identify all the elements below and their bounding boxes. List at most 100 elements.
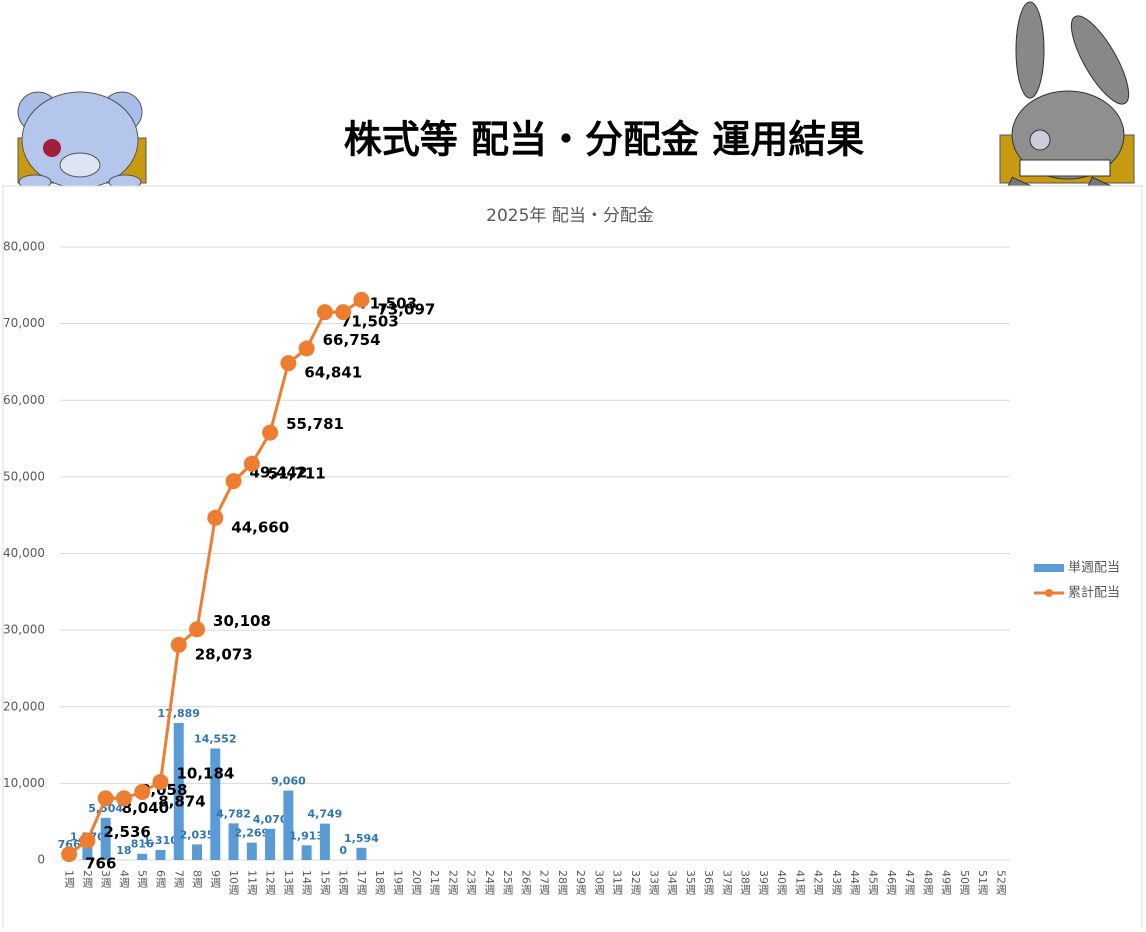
chart-title: 2025年 配当・分配金 bbox=[486, 206, 654, 226]
y-tick-label: 60,000 bbox=[3, 393, 45, 407]
x-tick-label: 38週 bbox=[739, 870, 752, 895]
legend-label: 累計配当 bbox=[1068, 585, 1120, 601]
bar bbox=[283, 791, 293, 860]
x-tick-label: 6週 bbox=[154, 870, 167, 888]
x-tick-label: 25週 bbox=[501, 870, 514, 895]
y-tick-label: 40,000 bbox=[3, 546, 45, 560]
x-tick-label: 31週 bbox=[611, 870, 624, 895]
bar-value-label: 1,913 bbox=[289, 829, 324, 842]
x-tick-label: 44週 bbox=[848, 870, 861, 895]
line-marker bbox=[207, 510, 223, 526]
x-tick-label: 45週 bbox=[866, 870, 879, 895]
rabbit-mascot bbox=[998, 2, 1139, 216]
bar-value-label: 14,552 bbox=[194, 732, 236, 745]
x-tick-label: 21週 bbox=[428, 870, 441, 895]
x-tick-label: 33週 bbox=[647, 870, 660, 895]
bar-value-label: 4,070 bbox=[253, 813, 288, 826]
x-tick-label: 50週 bbox=[958, 870, 971, 895]
line-value-label: 66,754 bbox=[323, 331, 381, 349]
x-tick-label: 27週 bbox=[538, 870, 551, 895]
line-value-label: 8,874 bbox=[158, 793, 205, 811]
x-tick-label: 18週 bbox=[373, 870, 386, 895]
line-value-label: 51,711 bbox=[268, 464, 326, 482]
x-tick-label: 34週 bbox=[666, 870, 679, 895]
line-marker bbox=[280, 355, 296, 371]
line-value-label: 64,841 bbox=[304, 364, 362, 382]
x-tick-label: 37週 bbox=[720, 870, 733, 895]
bar bbox=[137, 854, 147, 860]
line-value-label: 766 bbox=[85, 855, 116, 873]
line-marker bbox=[152, 774, 168, 790]
bar-value-label: 1,594 bbox=[344, 832, 379, 845]
bar-value-label: 4,749 bbox=[308, 808, 343, 821]
legend-swatch bbox=[1034, 564, 1064, 572]
line-marker bbox=[116, 790, 132, 806]
x-tick-label: 52週 bbox=[994, 870, 1007, 895]
x-tick-label: 42週 bbox=[812, 870, 825, 895]
line-marker bbox=[335, 304, 351, 320]
x-tick-label: 47週 bbox=[903, 870, 916, 895]
line-marker bbox=[299, 340, 315, 356]
x-tick-label: 41週 bbox=[793, 870, 806, 895]
line-marker bbox=[226, 473, 242, 489]
bar-value-label: 0 bbox=[339, 844, 347, 857]
x-tick-label: 39週 bbox=[757, 870, 770, 895]
bar bbox=[302, 845, 312, 860]
line-marker bbox=[189, 621, 205, 637]
y-tick-label: 50,000 bbox=[3, 469, 45, 483]
x-tick-label: 49週 bbox=[940, 870, 953, 895]
x-tick-label: 13週 bbox=[282, 870, 295, 895]
line-marker bbox=[244, 456, 260, 472]
line-value-label: 44,660 bbox=[231, 518, 289, 536]
line-value-label: 73,097 bbox=[377, 300, 435, 318]
x-tick-label: 15週 bbox=[318, 870, 331, 895]
x-tick-label: 35週 bbox=[684, 870, 697, 895]
x-tick-label: 19週 bbox=[391, 870, 404, 895]
x-tick-label: 43週 bbox=[830, 870, 843, 895]
page-title: 株式等 配当・分配金 運用結果 bbox=[344, 118, 864, 162]
x-tick-label: 3週 bbox=[99, 870, 112, 888]
x-tick-label: 5週 bbox=[136, 870, 149, 888]
x-tick-label: 32週 bbox=[629, 870, 642, 895]
x-tick-label: 10週 bbox=[227, 870, 240, 895]
x-tick-label: 51週 bbox=[976, 870, 989, 895]
bar bbox=[265, 829, 275, 860]
line-marker bbox=[61, 846, 77, 862]
bar bbox=[247, 843, 257, 860]
x-tick-label: 26週 bbox=[519, 870, 532, 895]
x-tick-label: 4週 bbox=[117, 870, 130, 888]
line-marker bbox=[353, 292, 369, 308]
x-tick-label: 28週 bbox=[556, 870, 569, 895]
x-tick-label: 46週 bbox=[885, 870, 898, 895]
bar bbox=[320, 824, 330, 860]
x-tick-label: 48週 bbox=[921, 870, 934, 895]
x-tick-label: 40週 bbox=[775, 870, 788, 895]
line-value-label: 2,536 bbox=[103, 823, 150, 841]
x-tick-label: 29週 bbox=[574, 870, 587, 895]
bar-value-label: 18 bbox=[116, 844, 131, 857]
y-tick-label: 30,000 bbox=[3, 623, 45, 637]
x-tick-label: 7週 bbox=[172, 870, 185, 888]
x-tick-label: 20週 bbox=[410, 870, 423, 895]
x-tick-label: 2週 bbox=[81, 870, 94, 888]
x-tick-label: 30週 bbox=[592, 870, 605, 895]
line-value-label: 28,073 bbox=[195, 645, 253, 663]
y-tick-label: 20,000 bbox=[3, 699, 45, 713]
legend-label: 単週配当 bbox=[1068, 560, 1120, 576]
line-value-label: 30,108 bbox=[213, 612, 271, 630]
bear-mascot bbox=[18, 92, 146, 189]
line-marker bbox=[98, 790, 114, 806]
x-tick-label: 23週 bbox=[465, 870, 478, 895]
bar-value-label: 2,269 bbox=[234, 827, 269, 840]
y-tick-label: 70,000 bbox=[3, 316, 45, 330]
line-marker bbox=[79, 833, 95, 849]
line-marker bbox=[171, 637, 187, 653]
y-tick-label: 0 bbox=[37, 853, 45, 867]
bar-value-label: 17,889 bbox=[158, 707, 200, 720]
line-value-label: 10,184 bbox=[176, 764, 234, 782]
x-tick-label: 24週 bbox=[483, 870, 496, 895]
x-tick-label: 22週 bbox=[446, 870, 459, 895]
x-tick-label: 11週 bbox=[245, 870, 258, 895]
x-tick-label: 14週 bbox=[300, 870, 313, 895]
